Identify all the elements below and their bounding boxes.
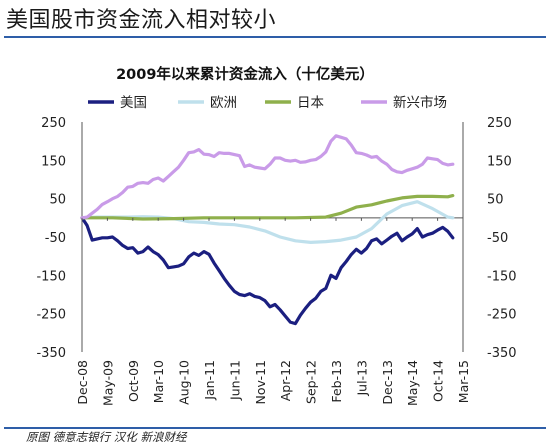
y-tick-label-right: 250: [487, 116, 512, 131]
x-axis-ticks: Dec-08 May-09 Oct-09 Mar-10 Aug-10 Jan-11 Jun-…: [75, 217, 471, 406]
title-divider: [4, 36, 546, 38]
x-tick-label: Aug-10: [177, 360, 192, 405]
x-tick-label: Oct-09: [126, 360, 141, 402]
legend-label-2: 日本: [297, 95, 324, 111]
legend-label-1: 欧洲: [210, 95, 237, 111]
page-title: 美国股市资金流入相对较小: [6, 8, 277, 33]
footer-divider: [4, 427, 546, 429]
x-tick-label: Nov-11: [253, 360, 268, 404]
x-tick-label: Dec-08: [75, 360, 90, 405]
y-tick-label-left: 250: [41, 116, 66, 131]
x-tick-label: Apr-12: [278, 360, 293, 401]
y-tick-label-left: -150: [36, 269, 66, 284]
x-tick-label: May-14: [405, 360, 420, 406]
y-tick-label-left: -350: [36, 346, 66, 361]
y-tick-label-right: -150: [487, 269, 517, 284]
y-tick-label-left: 150: [41, 154, 66, 169]
x-tick-label: Dec-13: [380, 360, 395, 405]
chart-title: 2009年以来累计资金流入（十亿美元）: [116, 65, 374, 83]
y-tick-label-left: -50: [45, 231, 66, 246]
x-tick-label: Jul-13: [354, 360, 369, 397]
x-tick-label: Mar-10: [151, 360, 166, 403]
y-tick-label-right: 50: [487, 193, 504, 208]
x-tick-label: Jan-11: [202, 360, 217, 401]
series-line-1: [80, 200, 455, 244]
series-line-3: [80, 134, 455, 220]
chart-legend: 美国 欧洲 日本 新兴市场: [88, 94, 447, 111]
x-tick-label: May-09: [100, 360, 115, 406]
series-line-2: [80, 194, 455, 221]
x-tick-label: Oct-14: [431, 360, 446, 402]
x-tick-label: Feb-13: [329, 360, 344, 403]
y-tick-label-right: -350: [487, 346, 517, 361]
y-tick-label-right: -50: [487, 231, 508, 246]
legend-label-3: 新兴市场: [393, 94, 447, 111]
series-line-0: [80, 216, 455, 326]
y-tick-label-right: -250: [487, 308, 517, 323]
y-tick-label-left: -250: [36, 308, 66, 323]
y-tick-label-right: 150: [487, 154, 512, 169]
x-tick-label: Sep-12: [304, 360, 319, 404]
legend-label-0: 美国: [120, 95, 147, 111]
x-tick-label: Jun-11: [227, 360, 242, 401]
y-tick-label-left: 50: [49, 193, 66, 208]
chart-series: [80, 134, 455, 326]
x-tick-label: Mar-15: [456, 360, 471, 403]
chart-axes: 250 250 150 150 50 50 -50 -50 -150 -150 -250 -250 -3…: [36, 116, 516, 361]
source-note: 原图 德意志银行 汉化 新浪财经: [26, 430, 187, 444]
